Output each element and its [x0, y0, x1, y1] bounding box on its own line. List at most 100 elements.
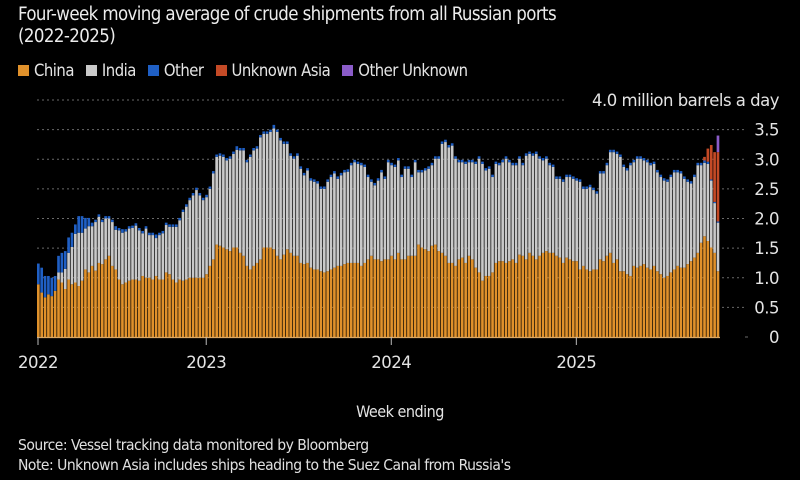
legend-item-india: India: [85, 61, 136, 80]
bar-china: [447, 262, 451, 337]
bar-china: [437, 251, 441, 337]
x-tick-label: 2023: [186, 353, 226, 372]
bar-other: [306, 168, 309, 171]
bar-china: [57, 279, 60, 337]
bar-india: [322, 188, 326, 273]
bar-india: [329, 177, 333, 270]
bar-india: [114, 229, 118, 270]
title-line-1: Four-week moving average of crude shipme…: [18, 4, 557, 25]
bar-india: [57, 272, 60, 280]
bar-other: [669, 174, 673, 178]
bar-china: [548, 252, 552, 337]
bar-india: [541, 160, 545, 253]
bar-india: [555, 178, 558, 256]
bar-india: [393, 166, 397, 260]
bar-india: [444, 142, 447, 256]
bar-india: [622, 166, 626, 272]
bar-other: [117, 227, 121, 231]
bar-china: [208, 265, 212, 337]
bar-india: [252, 150, 255, 266]
bar-other: [181, 209, 185, 212]
bar-india: [97, 216, 101, 263]
bar-india: [410, 177, 414, 256]
bar-other: [151, 232, 155, 236]
legend-swatch: [85, 65, 97, 76]
bar-other: [329, 174, 333, 178]
bar-china: [518, 254, 521, 337]
bar-china: [211, 259, 215, 337]
bar-china: [70, 284, 74, 337]
bar-china: [521, 255, 525, 337]
bar-other: [67, 237, 70, 253]
bar-china: [67, 279, 70, 337]
bar-other: [460, 159, 464, 163]
bar-other: [568, 174, 572, 178]
bar-india: [619, 156, 622, 272]
bar-china: [333, 267, 336, 337]
bar-other: [211, 171, 215, 174]
x-axis-label: Week ending: [356, 402, 444, 421]
bar-india: [279, 140, 282, 260]
bar-other: [659, 174, 663, 178]
bar-india: [181, 211, 185, 281]
bar-india: [676, 172, 679, 266]
bar-other: [434, 156, 437, 159]
bar-india: [437, 158, 441, 252]
bar-china: [205, 274, 208, 337]
bar-other: [494, 161, 498, 164]
bar-india: [420, 172, 424, 248]
bar-india: [353, 162, 356, 263]
bar-other: [427, 166, 430, 169]
bar-other: [474, 161, 478, 164]
y-tick-label: 1.5: [754, 239, 779, 258]
bar-china: [373, 259, 377, 337]
bar-india: [666, 181, 669, 276]
legend: China India Other Unknown Asia Other Unk…: [18, 61, 468, 80]
bar-other: [201, 197, 205, 201]
bar-other: [514, 162, 518, 166]
bar-india: [706, 163, 710, 242]
bar-india: [148, 235, 151, 278]
bar-india: [652, 163, 656, 266]
bar-other: [245, 159, 249, 163]
bar-other: [222, 154, 225, 157]
bar-india: [319, 188, 323, 272]
bar-india: [67, 252, 70, 280]
bar-other: [578, 179, 582, 182]
bar-other: [484, 168, 488, 171]
bar-china: [360, 265, 363, 337]
bar-china: [427, 251, 430, 337]
bar-other: [346, 169, 350, 172]
y-tick-label: 1.0: [754, 269, 779, 288]
bar-india: [346, 171, 350, 263]
bar-other: [289, 153, 292, 156]
bar-other: [363, 164, 367, 167]
x-tick-label: 2025: [556, 353, 596, 372]
legend-item-china: China: [18, 61, 74, 80]
bar-china: [440, 252, 444, 337]
bar-india: [679, 173, 683, 268]
bar-other: [158, 232, 161, 236]
bar-other: [370, 179, 373, 182]
bar-other: [676, 169, 679, 173]
bar-china: [511, 259, 515, 337]
legend-label: Unknown Asia: [231, 61, 331, 80]
bar-india: [423, 170, 427, 250]
bar-china: [306, 262, 309, 337]
bar-india: [188, 200, 192, 278]
bar-india: [417, 172, 420, 245]
bar-india: [397, 160, 400, 253]
bar-india: [494, 163, 498, 263]
bar-china: [514, 262, 518, 337]
bar-other: [682, 176, 686, 179]
bar-india: [339, 175, 343, 266]
bar-india: [434, 158, 437, 245]
bar-india: [228, 158, 232, 252]
bar-china: [669, 272, 673, 337]
bar-china: [605, 255, 609, 337]
bar-other: [612, 149, 615, 153]
bar-china: [275, 255, 279, 337]
bar-china: [551, 252, 555, 337]
bar-india: [612, 152, 615, 263]
bar-other: [373, 182, 377, 186]
